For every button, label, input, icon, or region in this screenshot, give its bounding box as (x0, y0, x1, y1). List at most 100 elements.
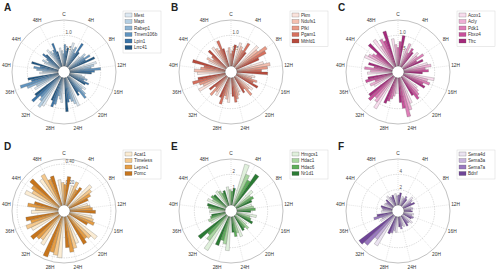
bar (46, 54, 60, 68)
legend-label: Lepre1 (134, 165, 149, 170)
legend-swatch (459, 33, 466, 37)
category-label: 28H (380, 126, 389, 131)
grid (12, 159, 116, 263)
bar (69, 59, 86, 69)
category-label: 44H (346, 176, 355, 181)
category-label: 20H (265, 113, 274, 118)
tick-label: 1.0 (66, 30, 73, 35)
tick-label: 0.40 (66, 159, 75, 164)
panel-label: C (338, 2, 345, 13)
legend-swatch (125, 33, 132, 37)
category-label: 36H (172, 90, 181, 95)
bar (57, 52, 63, 67)
category-label: 8H (443, 176, 450, 181)
category-label: 24H (73, 126, 82, 131)
legend-swatch (459, 20, 466, 24)
category-label: 8H (443, 37, 450, 42)
bars (20, 43, 100, 112)
bar (399, 217, 403, 229)
category-label: 16H (281, 229, 290, 234)
bar (383, 31, 397, 66)
legend-swatch (125, 20, 132, 24)
legend-swatch (292, 26, 299, 30)
legend-label: Acat1 (134, 152, 146, 157)
bar (214, 195, 227, 208)
bar (399, 36, 406, 67)
panel: B0.51.0C4H8H12H16H20H24H28H32H36H40H44H4… (169, 2, 328, 131)
legend-swatch (292, 39, 299, 43)
legend: Acat1TimelessLepre1Pomc (123, 150, 161, 179)
bars (359, 193, 415, 246)
bar (64, 78, 68, 112)
category-label: C (62, 12, 66, 17)
bars (25, 174, 98, 258)
bar (207, 203, 225, 209)
category-label: 24H (407, 265, 416, 270)
panel-label: A (4, 2, 11, 13)
category-label: 32H (188, 252, 197, 257)
category-label: 40H (169, 202, 178, 207)
category-label: 16H (448, 90, 457, 95)
panel: D0.200.40C4H8H12H16H20H24H28H32H36H40H44… (2, 141, 161, 270)
legend-swatch (459, 159, 466, 163)
category-label: 12H (284, 202, 293, 207)
category-label: 36H (339, 229, 348, 234)
bar (390, 217, 396, 234)
category-label: 32H (355, 113, 364, 118)
legend-swatch (125, 152, 132, 156)
bar (70, 68, 101, 72)
legend-label: Pdk1 (468, 26, 479, 31)
bar (198, 215, 227, 239)
category-label: C (229, 12, 233, 17)
legend-label: Fbxo4 (468, 32, 481, 37)
bar (207, 215, 227, 235)
category-label: 20H (265, 252, 274, 257)
category-label: C (229, 151, 233, 156)
bar (28, 73, 58, 80)
tick-label: 2 (233, 169, 236, 174)
legend-swatch (125, 159, 132, 163)
category-label: 24H (240, 265, 249, 270)
bar (401, 199, 407, 206)
bar (69, 57, 95, 70)
bar (61, 183, 64, 206)
category-label: 28H (213, 126, 222, 131)
bar (50, 176, 62, 206)
bars (192, 41, 270, 105)
bar (392, 195, 397, 205)
category-label: 48H (33, 157, 42, 162)
category-label: 24H (407, 126, 416, 131)
category-label: 28H (46, 265, 55, 270)
legend-label: Lpin1 (134, 39, 146, 44)
category-label: 40H (2, 202, 11, 207)
legend-box (123, 11, 161, 53)
legend: MestMaptRabep1Tmem106bLpin1Lrrc41 (123, 11, 161, 53)
category-label: 8H (276, 176, 283, 181)
bar (401, 196, 407, 206)
legend-label: Lrrc41 (134, 45, 147, 50)
bar (43, 216, 62, 257)
legend-swatch (459, 39, 466, 43)
legend-label: Pomc (134, 171, 146, 176)
grid-ring (361, 35, 434, 108)
spoke (403, 181, 441, 207)
bar (64, 217, 69, 248)
panel: F24C4H8H12H16H20H24H28H32H36H40H44H48HSe… (336, 141, 495, 270)
category-label: 48H (200, 18, 209, 23)
bar (236, 196, 254, 208)
legend-label: Ndufs1 (301, 19, 316, 24)
category-label: 20H (432, 113, 441, 118)
category-label: 32H (355, 252, 364, 257)
legend-swatch (459, 13, 466, 17)
legend-label: Mest (134, 13, 145, 18)
bar (396, 196, 398, 205)
grid-ring (27, 35, 100, 108)
bar (399, 193, 402, 205)
panel: E12C4H8H12H16H20H24H28H32H36H40H44H48HHm… (169, 141, 328, 270)
category-label: 16H (448, 229, 457, 234)
tick-label: 1.0 (233, 30, 240, 35)
bar (63, 54, 64, 66)
category-label: 36H (5, 229, 14, 234)
category-label: 20H (98, 113, 107, 118)
legend-label: Hmgcs1 (301, 152, 318, 157)
